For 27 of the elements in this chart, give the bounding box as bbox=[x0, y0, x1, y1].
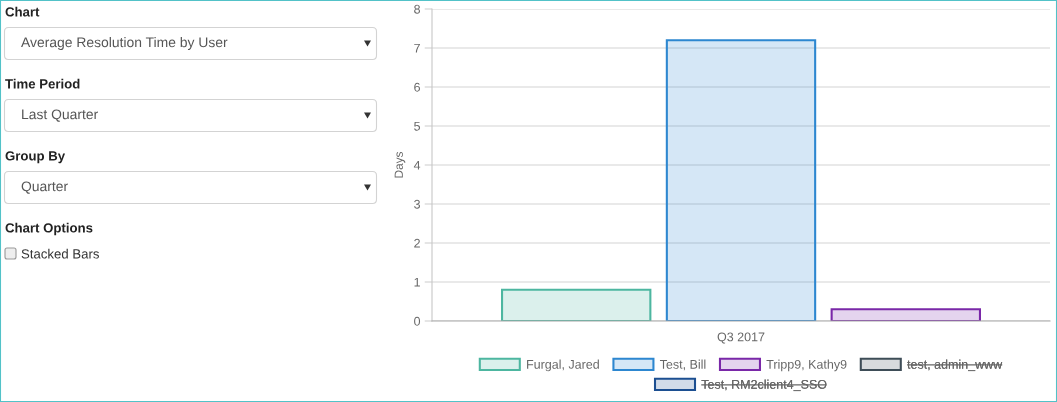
legend-label: Furgal, Jared bbox=[527, 359, 599, 372]
text: Last Quarter bbox=[22, 109, 98, 122]
x-tick-label: Q3 2017 bbox=[717, 332, 765, 344]
y-tick-label: 0 bbox=[414, 316, 421, 326]
legend-label: test, admin_www bbox=[907, 359, 1003, 372]
text: Quarter bbox=[21, 181, 68, 194]
legend-label: Test, RM2client4_SSO bbox=[701, 379, 827, 392]
text: Group By bbox=[5, 151, 66, 164]
y-tick-label: 7 bbox=[414, 43, 420, 53]
bar bbox=[501, 288, 652, 321]
text: Average Resolution Time by User bbox=[21, 37, 228, 50]
y-tick-label: 1 bbox=[414, 277, 420, 287]
bar bbox=[665, 39, 817, 321]
legend-label: Test, Bill bbox=[659, 359, 706, 371]
y-tick-label: 4 bbox=[413, 160, 421, 170]
y-axis-title: Days bbox=[394, 151, 406, 178]
y-tick-label: 6 bbox=[414, 82, 420, 92]
bar bbox=[830, 308, 981, 321]
y-tick-label: 5 bbox=[414, 121, 421, 131]
text: Chart Options bbox=[5, 222, 93, 236]
text: Chart bbox=[5, 6, 40, 17]
y-tick-label: 2 bbox=[414, 238, 420, 248]
text: Stacked Bars bbox=[21, 248, 99, 259]
legend-label: Tripp9, Kathy9 bbox=[766, 359, 847, 372]
y-tick-label: 8 bbox=[414, 4, 420, 14]
text: Time Period bbox=[5, 78, 80, 89]
y-tick-label: 3 bbox=[414, 199, 420, 209]
